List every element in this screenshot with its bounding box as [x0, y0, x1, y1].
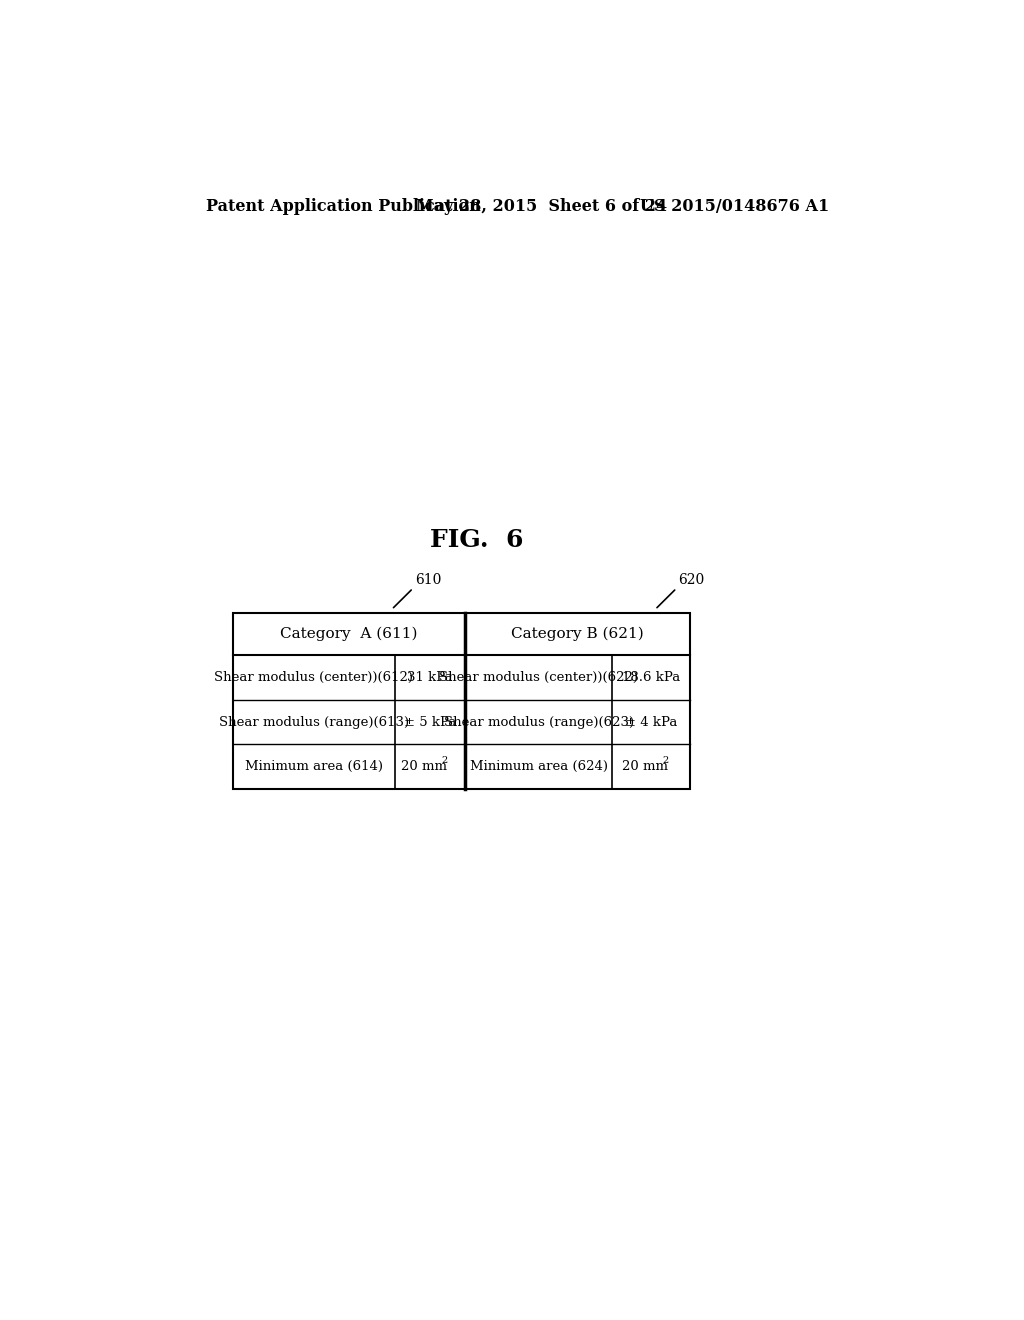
Text: Patent Application Publication: Patent Application Publication [206, 198, 480, 215]
Text: ± 5 kPa: ± 5 kPa [404, 715, 457, 729]
Bar [232, 612, 690, 789]
Text: 620: 620 [678, 573, 705, 586]
Text: Minimum area (614): Minimum area (614) [245, 760, 383, 774]
Text: US 2015/0148676 A1: US 2015/0148676 A1 [640, 198, 828, 215]
Text: 2: 2 [441, 756, 447, 766]
Text: Shear modulus (range)(623): Shear modulus (range)(623) [443, 715, 634, 729]
Text: 20 mm: 20 mm [401, 760, 447, 774]
Text: Category  A (611): Category A (611) [281, 627, 418, 642]
Text: 2: 2 [662, 756, 669, 766]
Text: 20 mm: 20 mm [622, 760, 668, 774]
Text: 610: 610 [415, 573, 441, 586]
Text: Minimum area (624): Minimum area (624) [470, 760, 608, 774]
Text: Category B (621): Category B (621) [511, 627, 644, 642]
Text: FIG.  6: FIG. 6 [430, 528, 523, 552]
Text: 18.6 kPa: 18.6 kPa [622, 671, 680, 684]
Text: 31 kPa: 31 kPa [408, 671, 453, 684]
Text: May 28, 2015  Sheet 6 of 24: May 28, 2015 Sheet 6 of 24 [417, 198, 668, 215]
Text: Shear modulus (range)(613): Shear modulus (range)(613) [219, 715, 409, 729]
Text: Shear modulus (center))(622): Shear modulus (center))(622) [439, 671, 638, 684]
Text: Shear modulus (center))(612): Shear modulus (center))(612) [214, 671, 414, 684]
Text: ± 4 kPa: ± 4 kPa [625, 715, 677, 729]
